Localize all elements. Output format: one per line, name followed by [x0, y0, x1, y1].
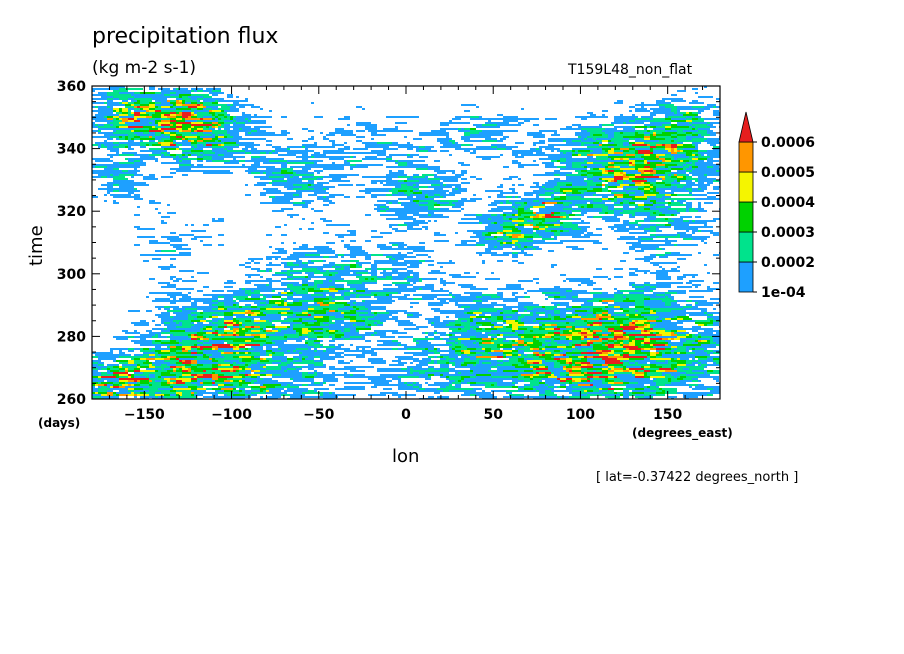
y-tick-label: 300 [57, 267, 86, 283]
colorbar-label: 0.0002 [761, 255, 815, 271]
colorbar-swatch [739, 202, 753, 232]
colorbar-label: 1e-04 [761, 285, 806, 301]
colorbar: 1e-04 0.0002 0.0003 0.0004 0.0005 0.0006 [739, 112, 815, 301]
colorbar-extend-triangle [739, 112, 753, 142]
colorbar-swatch [739, 262, 753, 292]
y-tick-label: 320 [57, 204, 86, 220]
y-tick-label: 360 [57, 79, 86, 95]
colorbar-swatch [739, 172, 753, 202]
x-tick-label: −100 [211, 407, 252, 423]
x-tick-label: 150 [653, 407, 682, 423]
y-tick-label: 340 [57, 142, 86, 158]
y-tick-label: 260 [57, 392, 86, 408]
x-tick-label: 0 [401, 407, 411, 423]
colorbar-swatch [739, 142, 753, 172]
x-tick-label: 50 [483, 407, 503, 423]
colorbar-swatch [739, 232, 753, 262]
colorbar-label: 0.0003 [761, 225, 815, 241]
x-tick-label: −50 [303, 407, 334, 423]
x-tick-label: 100 [566, 407, 595, 423]
y-tick-label: 280 [57, 329, 86, 345]
colorbar-label: 0.0006 [761, 135, 815, 151]
colorbar-label: 0.0005 [761, 165, 815, 181]
x-tick-label: −150 [124, 407, 165, 423]
colorbar-label: 0.0004 [761, 195, 815, 211]
